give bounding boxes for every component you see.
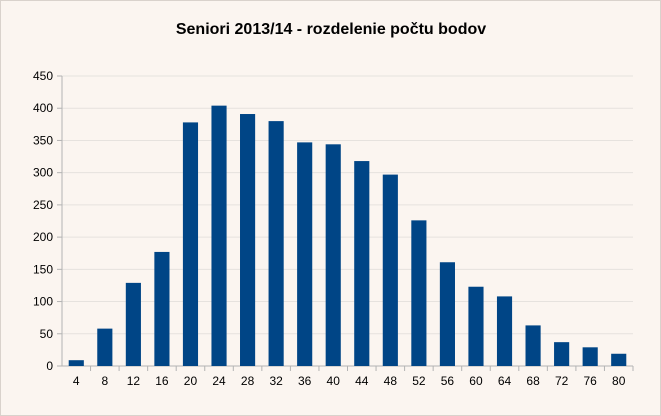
bar-20 (182, 122, 199, 367)
bar-52 (411, 220, 427, 366)
y-tick-label: 150 (33, 262, 53, 276)
bar-64 (496, 296, 513, 366)
x-tick-label: 4 (73, 374, 80, 388)
bar-68 (525, 325, 541, 366)
x-tick-label: 36 (298, 374, 312, 388)
x-tick-label: 80 (612, 374, 626, 388)
x-tick-label: 68 (526, 374, 540, 388)
bar-24 (211, 105, 227, 367)
bar-76 (582, 347, 598, 366)
y-tick-labels: 0 50 100 150 200 250 300 350 400 450 (33, 69, 53, 373)
y-tick-label: 50 (40, 327, 54, 341)
bar-80 (611, 353, 627, 366)
bar-56 (439, 262, 455, 366)
x-tick-label: 76 (583, 374, 597, 388)
bars (68, 105, 627, 367)
y-tick-label: 0 (46, 359, 53, 373)
y-tick-label: 200 (33, 230, 53, 244)
x-tick-label: 8 (101, 374, 108, 388)
y-tick-label: 300 (33, 166, 53, 180)
x-tick-label: 52 (412, 374, 426, 388)
bar-32 (268, 121, 284, 366)
axes (57, 75, 634, 371)
y-tick-label: 100 (33, 295, 53, 309)
x-tick-label: 48 (384, 374, 398, 388)
bar-8 (97, 328, 113, 366)
y-tick-label: 250 (33, 198, 53, 212)
y-tick-label: 450 (33, 69, 53, 83)
bar-40 (325, 144, 341, 366)
x-tick-label: 40 (327, 374, 341, 388)
x-tick-label: 32 (269, 374, 283, 388)
y-tick-label: 400 (33, 101, 53, 115)
grid-lines (62, 75, 633, 335)
x-tick-label: 28 (241, 374, 255, 388)
x-tick-label: 56 (441, 374, 455, 388)
bar-36 (297, 142, 313, 366)
bar-72 (554, 342, 570, 366)
x-tick-label: 24 (212, 374, 226, 388)
bar-48 (382, 174, 398, 366)
bar-16 (154, 251, 170, 366)
bar-4 (68, 360, 84, 366)
x-tick-label: 12 (127, 374, 141, 388)
x-tick-label: 64 (498, 374, 512, 388)
bar-12 (125, 282, 141, 366)
x-tick-label: 72 (555, 374, 569, 388)
x-tick-label: 60 (469, 374, 483, 388)
bar-60 (468, 286, 484, 366)
x-tick-label: 20 (184, 374, 198, 388)
x-tick-labels: 4 8 12 16 20 24 28 32 36 40 44 48 52 56 60 64 68 72 76 80 (73, 374, 626, 388)
x-tick-label: 44 (355, 374, 369, 388)
x-tick-label: 16 (155, 374, 169, 388)
bar-28 (240, 114, 256, 367)
chart-title: Seniori 2013/14 - rozdelenie počtu bodov (176, 21, 486, 38)
y-tick-label: 350 (33, 133, 53, 147)
bar-44 (354, 161, 370, 366)
